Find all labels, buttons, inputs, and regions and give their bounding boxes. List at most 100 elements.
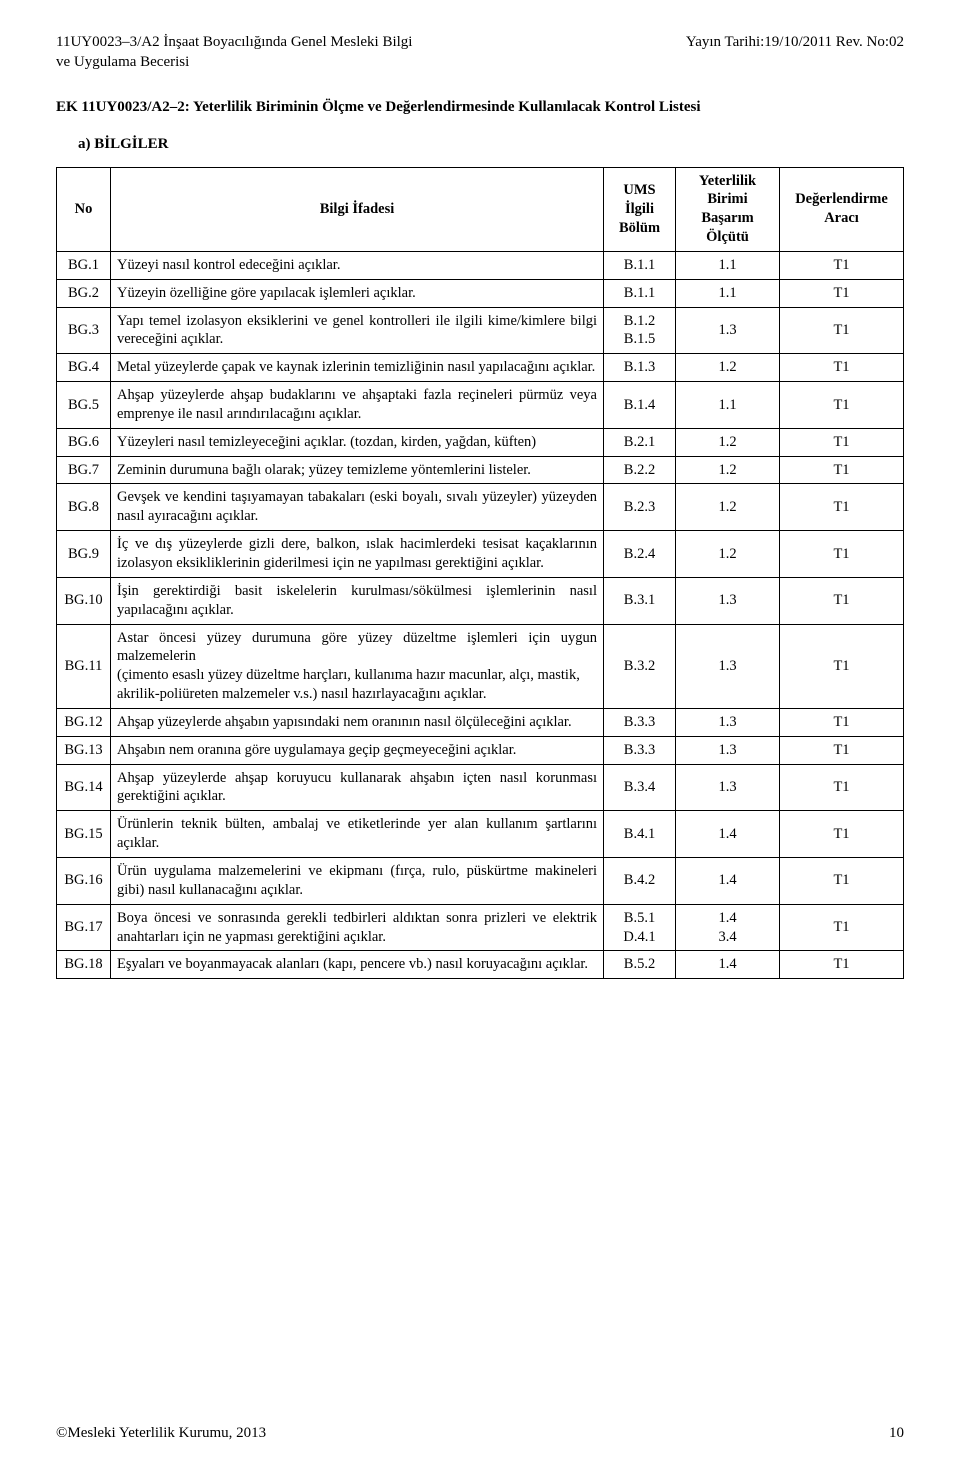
page-footer: ©Mesleki Yeterlilik Kurumu, 2013 10 xyxy=(56,1425,904,1442)
cell-deg: T1 xyxy=(780,456,904,484)
table-row: BG.4Metal yüzeylerde çapak ve kaynak izl… xyxy=(57,354,904,382)
cell-yet: 1.4 xyxy=(676,951,780,979)
cell-ums: B.4.2 xyxy=(604,857,676,904)
cell-no: BG.9 xyxy=(57,531,111,578)
footer-left: ©Mesleki Yeterlilik Kurumu, 2013 xyxy=(56,1425,266,1442)
cell-ifade: Ahşap yüzeylerde ahşabın yapısındaki nem… xyxy=(111,708,604,736)
cell-ifade: Zeminin durumuna bağlı olarak; yüzey tem… xyxy=(111,456,604,484)
cell-yet: 1.1 xyxy=(676,279,780,307)
cell-no: BG.16 xyxy=(57,857,111,904)
cell-yet: 1.2 xyxy=(676,531,780,578)
cell-yet: 1.4 3.4 xyxy=(676,904,780,951)
cell-ifade: Ahşap yüzeylerde ahşap budaklarını ve ah… xyxy=(111,382,604,429)
cell-ifade: Ürün uygulama malzemelerini ve ekipmanı … xyxy=(111,857,604,904)
cell-no: BG.11 xyxy=(57,624,111,708)
cell-yet: 1.2 xyxy=(676,354,780,382)
cell-no: BG.12 xyxy=(57,708,111,736)
cell-ums: B.1.1 xyxy=(604,279,676,307)
cell-ifade: Eşyaları ve boyanmayacak alanları (kapı,… xyxy=(111,951,604,979)
header-left-line2: ve Uygulama Becerisi xyxy=(56,54,189,70)
footer-right: 10 xyxy=(889,1425,904,1442)
cell-deg: T1 xyxy=(780,624,904,708)
cell-ifade: Ahşabın nem oranına göre uygulamaya geçi… xyxy=(111,736,604,764)
cell-no: BG.2 xyxy=(57,279,111,307)
cell-no: BG.13 xyxy=(57,736,111,764)
table-row: BG.17Boya öncesi ve sonrasında gerekli t… xyxy=(57,904,904,951)
table-row: BG.18Eşyaları ve boyanmayacak alanları (… xyxy=(57,951,904,979)
cell-yet: 1.2 xyxy=(676,428,780,456)
table-row: BG.11Astar öncesi yüzey durumuna göre yü… xyxy=(57,624,904,708)
cell-no: BG.18 xyxy=(57,951,111,979)
table-row: BG.12Ahşap yüzeylerde ahşabın yapısındak… xyxy=(57,708,904,736)
table-row: BG.16Ürün uygulama malzemelerini ve ekip… xyxy=(57,857,904,904)
cell-yet: 1.3 xyxy=(676,577,780,624)
cell-deg: T1 xyxy=(780,577,904,624)
cell-yet: 1.3 xyxy=(676,764,780,811)
cell-deg: T1 xyxy=(780,811,904,858)
sublist-a: a) BİLGİLER xyxy=(78,136,904,153)
cell-deg: T1 xyxy=(780,708,904,736)
cell-ifade: Yüzeyin özelliğine göre yapılacak işleml… xyxy=(111,279,604,307)
table-row: BG.6Yüzeyleri nasıl temizleyeceğini açık… xyxy=(57,428,904,456)
table-row: BG.10İşin gerektirdiği basit iskelelerin… xyxy=(57,577,904,624)
cell-ums: B.3.3 xyxy=(604,708,676,736)
cell-no: BG.5 xyxy=(57,382,111,429)
col-ums: UMS İlgili Bölüm xyxy=(604,167,676,251)
table-row: BG.15Ürünlerin teknik bülten, ambalaj ve… xyxy=(57,811,904,858)
cell-deg: T1 xyxy=(780,354,904,382)
cell-no: BG.4 xyxy=(57,354,111,382)
cell-yet: 1.3 xyxy=(676,736,780,764)
table-row: BG.5Ahşap yüzeylerde ahşap budaklarını v… xyxy=(57,382,904,429)
cell-deg: T1 xyxy=(780,279,904,307)
cell-yet: 1.1 xyxy=(676,382,780,429)
table-row: BG.14Ahşap yüzeylerde ahşap koruyucu kul… xyxy=(57,764,904,811)
table-row: BG.8Gevşek ve kendini taşıyamayan tabaka… xyxy=(57,484,904,531)
section-title: EK 11UY0023/A2–2: Yeterlilik Biriminin Ö… xyxy=(56,97,904,118)
cell-deg: T1 xyxy=(780,764,904,811)
cell-no: BG.15 xyxy=(57,811,111,858)
cell-ifade: Yüzeyleri nasıl temizleyeceğini açıklar.… xyxy=(111,428,604,456)
cell-deg: T1 xyxy=(780,904,904,951)
table-row: BG.1Yüzeyi nasıl kontrol edeceğini açıkl… xyxy=(57,251,904,279)
cell-ifade: Ahşap yüzeylerde ahşap koruyucu kullanar… xyxy=(111,764,604,811)
cell-deg: T1 xyxy=(780,531,904,578)
cell-ums: B.4.1 xyxy=(604,811,676,858)
cell-ums: B.2.2 xyxy=(604,456,676,484)
cell-ums: B.5.2 xyxy=(604,951,676,979)
cell-yet: 1.3 xyxy=(676,708,780,736)
header-right: Yayın Tarihi:19/10/2011 Rev. No:02 xyxy=(686,32,904,52)
cell-yet: 1.2 xyxy=(676,484,780,531)
cell-deg: T1 xyxy=(780,857,904,904)
cell-deg: T1 xyxy=(780,736,904,764)
cell-no: BG.3 xyxy=(57,307,111,354)
cell-yet: 1.2 xyxy=(676,456,780,484)
cell-no: BG.14 xyxy=(57,764,111,811)
cell-ums: B.2.3 xyxy=(604,484,676,531)
cell-ifade: Astar öncesi yüzey durumuna göre yüzey d… xyxy=(111,624,604,708)
cell-no: BG.17 xyxy=(57,904,111,951)
cell-ums: B.1.3 xyxy=(604,354,676,382)
table-header-row: No Bilgi İfadesi UMS İlgili Bölüm Yeterl… xyxy=(57,167,904,251)
cell-yet: 1.3 xyxy=(676,307,780,354)
cell-ifade: İşin gerektirdiği basit iskelelerin kuru… xyxy=(111,577,604,624)
cell-ums: B.3.4 xyxy=(604,764,676,811)
header-left: 11UY0023–3/A2 İnşaat Boyacılığında Genel… xyxy=(56,32,412,73)
cell-deg: T1 xyxy=(780,484,904,531)
cell-ums: B.3.1 xyxy=(604,577,676,624)
table-row: BG.13Ahşabın nem oranına göre uygulamaya… xyxy=(57,736,904,764)
cell-deg: T1 xyxy=(780,251,904,279)
cell-ums: B.2.1 xyxy=(604,428,676,456)
cell-ifade: İç ve dış yüzeylerde gizli dere, balkon,… xyxy=(111,531,604,578)
control-list-table: No Bilgi İfadesi UMS İlgili Bölüm Yeterl… xyxy=(56,167,904,980)
cell-ums: B.3.2 xyxy=(604,624,676,708)
cell-yet: 1.4 xyxy=(676,857,780,904)
cell-ifade: Metal yüzeylerde çapak ve kaynak izlerin… xyxy=(111,354,604,382)
cell-no: BG.8 xyxy=(57,484,111,531)
cell-deg: T1 xyxy=(780,428,904,456)
table-row: BG.3Yapı temel izolasyon eksiklerini ve … xyxy=(57,307,904,354)
col-deg: Değerlendirme Aracı xyxy=(780,167,904,251)
cell-ifade: Yüzeyi nasıl kontrol edeceğini açıklar. xyxy=(111,251,604,279)
table-row: BG.7Zeminin durumuna bağlı olarak; yüzey… xyxy=(57,456,904,484)
cell-ums: B.5.1 D.4.1 xyxy=(604,904,676,951)
col-yet: Yeterlilik Birimi Başarım Ölçütü xyxy=(676,167,780,251)
